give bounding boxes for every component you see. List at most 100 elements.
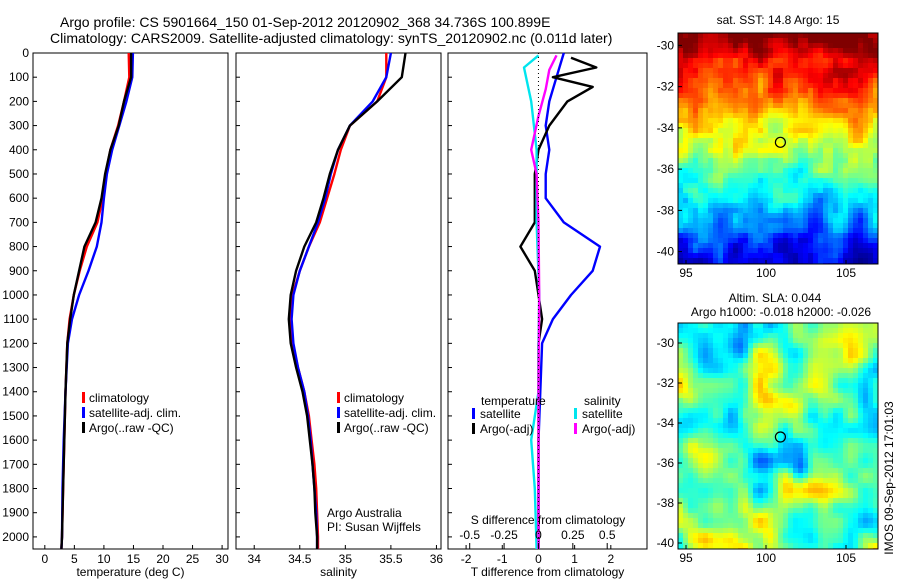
sla-map-cell	[803, 368, 809, 374]
sst-map-title: sat. SST: 14.8 Argo: 15	[717, 13, 840, 27]
sst-map-cell	[798, 248, 804, 254]
sst-map-cell	[798, 228, 804, 234]
sst-map-cell	[768, 188, 774, 194]
sla-map-cell	[683, 378, 689, 384]
sla-map-cell	[793, 518, 799, 524]
sst-map-cell	[858, 238, 864, 244]
temperature-legend-swatch	[82, 422, 85, 433]
sla-map-cell	[753, 503, 759, 509]
sla-map-cell	[738, 468, 744, 474]
depth-tick-label: 1300	[2, 361, 29, 375]
sla-map-cell	[693, 488, 699, 494]
sla-map-cell	[708, 388, 714, 394]
sla-map-cell	[743, 333, 749, 339]
sst-map-cell	[858, 78, 864, 84]
sst-map-cell	[823, 53, 829, 59]
sla-map-cell	[703, 533, 709, 539]
sst-map-cell	[823, 133, 829, 139]
sst-map-cell	[768, 128, 774, 134]
sla-map-cell	[838, 538, 844, 544]
sst-map-cell	[868, 53, 874, 59]
sla-map-cell	[713, 483, 719, 489]
sst-map-cell	[838, 48, 844, 54]
sst-map-cell	[783, 158, 789, 164]
sst-map-cell	[853, 43, 859, 49]
sla-map-cell	[803, 468, 809, 474]
sla-map-cell	[778, 478, 784, 484]
sst-map-cell	[698, 63, 704, 69]
depth-tick-label: 1400	[2, 385, 29, 399]
sla-map-cell	[873, 398, 879, 404]
sla-map-cell	[728, 543, 734, 549]
sst-map-cell	[773, 233, 779, 239]
sst-map-cell	[813, 58, 819, 64]
sst-map-cell	[838, 63, 844, 69]
sla-map-cell	[758, 468, 764, 474]
sst-map-cell	[718, 163, 724, 169]
sst-map-cell	[843, 143, 849, 149]
sst-map-cell	[698, 158, 704, 164]
sst-map-cell	[848, 178, 854, 184]
sst-map-cell	[788, 153, 794, 159]
sst-map-cell	[848, 123, 854, 129]
sst-map-cell	[808, 243, 814, 249]
sla-map-cell	[853, 538, 859, 544]
sla-map-cell	[868, 478, 874, 484]
depth-tick-label: 900	[9, 264, 29, 278]
sla-map-cell	[843, 353, 849, 359]
sla-map-cell	[738, 358, 744, 364]
sst-map-cell	[783, 33, 789, 39]
sst-map-cell	[703, 83, 709, 89]
sst-map-cell	[743, 208, 749, 214]
sla-map-cell	[753, 353, 759, 359]
sst-map-cell	[848, 108, 854, 114]
sla-map-cell	[823, 348, 829, 354]
sla-map-cell	[758, 493, 764, 499]
sla-map-cell	[828, 448, 834, 454]
sst-map-cell	[843, 163, 849, 169]
sst-map-cell	[723, 258, 729, 264]
sst-map-cell	[733, 198, 739, 204]
sla-map-cell	[703, 458, 709, 464]
sst-map-cell	[703, 188, 709, 194]
sst-map-cell	[678, 33, 684, 39]
sst-map-cell	[833, 173, 839, 179]
sst-map-cell	[743, 168, 749, 174]
sla-map-cell	[688, 423, 694, 429]
sst-map-cell	[703, 183, 709, 189]
sst-map-cell	[848, 208, 854, 214]
sla-map-cell	[748, 383, 754, 389]
sla-map-cell	[743, 368, 749, 374]
sla-map-cell	[783, 353, 789, 359]
sst-map-cell	[723, 103, 729, 109]
sst-map-cell	[713, 183, 719, 189]
sst-map-cell	[733, 73, 739, 79]
sst-map-cell	[868, 63, 874, 69]
sst-map-cell	[738, 113, 744, 119]
sla-map-cell	[758, 323, 764, 329]
sla-map-cell	[788, 413, 794, 419]
sla-map-cell	[743, 448, 749, 454]
sst-map-cell	[863, 33, 869, 39]
sst-map-cell	[848, 258, 854, 264]
sla-map-cell	[808, 523, 814, 529]
sla-map-cell	[713, 433, 719, 439]
sst-map-cell	[758, 63, 764, 69]
sst-map-cell	[723, 73, 729, 79]
sst-map-cell	[868, 203, 874, 209]
sla-map-cell	[748, 363, 754, 369]
sla-map-cell	[738, 418, 744, 424]
sla-map-cell	[683, 493, 689, 499]
sst-map-cell	[803, 213, 809, 219]
sst-map-cell	[873, 218, 879, 224]
sst-map-cell	[693, 153, 699, 159]
sla-map-cell	[838, 448, 844, 454]
sla-map-cell	[708, 523, 714, 529]
sst-map-cell	[758, 258, 764, 264]
sst-map-cell	[828, 63, 834, 69]
sst-map-cell	[793, 118, 799, 124]
sst-map-cell	[728, 228, 734, 234]
sla-map-cell	[838, 428, 844, 434]
sst-map-cell	[813, 108, 819, 114]
sst-map-cell	[698, 233, 704, 239]
